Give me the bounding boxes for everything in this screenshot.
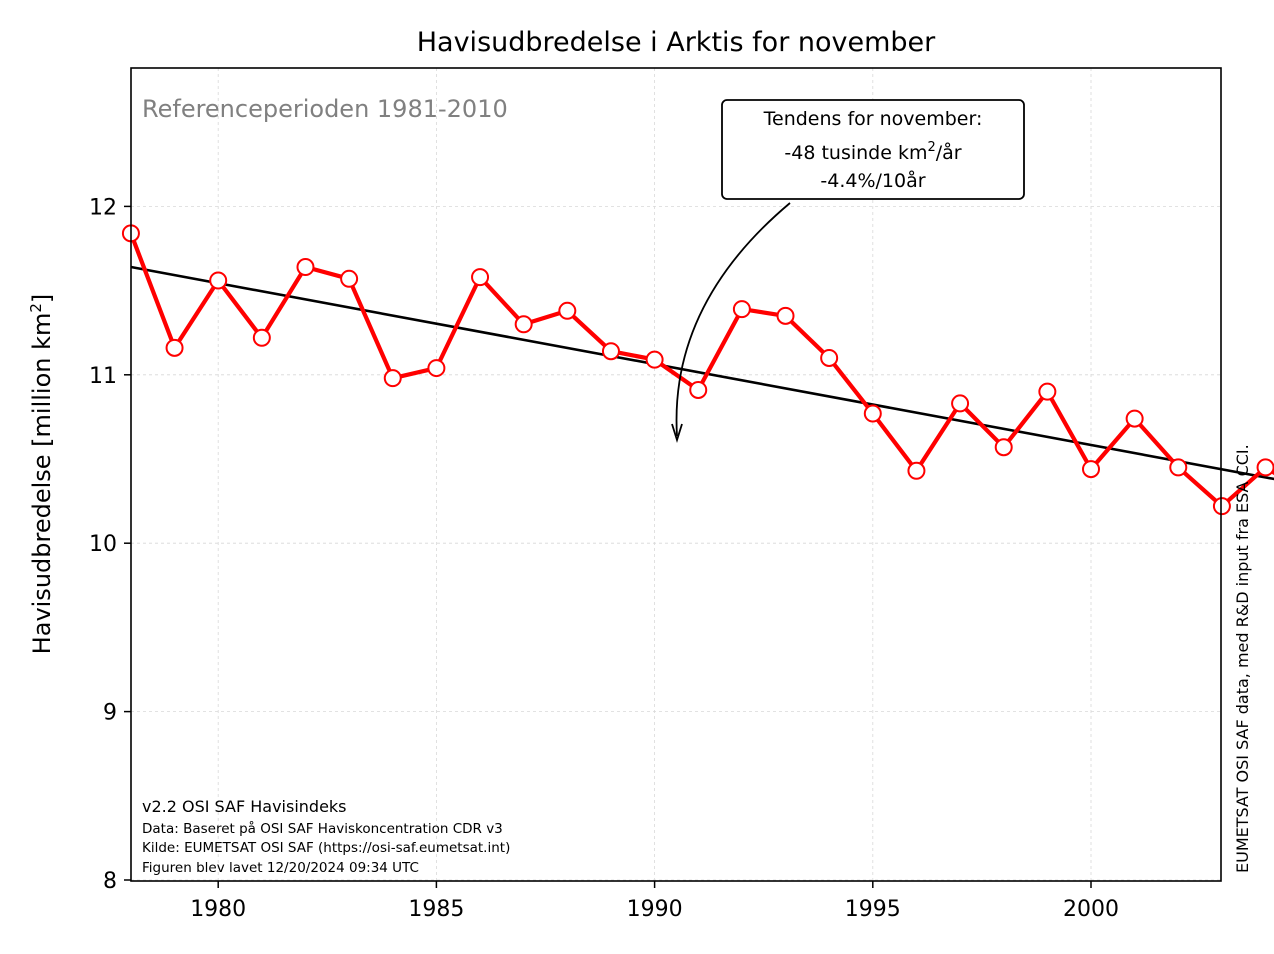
data-point <box>252 328 271 347</box>
data-point <box>1212 497 1231 516</box>
y-axis-label-end: ] <box>28 294 56 303</box>
data-point <box>907 461 926 480</box>
data-point <box>471 268 490 287</box>
x-tick-label: 1990 <box>627 897 683 922</box>
data-point <box>863 404 882 423</box>
y-axis-label-main: Havisudbredelse [million km <box>28 313 56 655</box>
data-point <box>1082 460 1100 479</box>
x-tick-label: 1995 <box>845 897 901 922</box>
x-tick-label: 1980 <box>190 897 246 922</box>
data-point <box>732 300 751 319</box>
footer-line-3: Kilde: EUMETSAT OSI SAF (https://osi-saf… <box>142 840 510 856</box>
data-point <box>558 301 577 320</box>
data-point <box>383 369 402 388</box>
data-point <box>689 380 708 399</box>
annotation-line-2-main: -48 tusinde km <box>784 142 927 164</box>
annotation-line-1: Tendens for november: <box>763 108 983 130</box>
annotation-arrow <box>675 202 791 437</box>
data-point <box>1038 382 1057 401</box>
data-point <box>601 342 620 361</box>
data-point <box>820 348 839 367</box>
annotation-line-2-superscript: 2 <box>927 140 935 155</box>
trend-line <box>130 265 1274 481</box>
footer-line-2: Data: Baseret på OSI SAF Haviskoncentrat… <box>142 820 503 837</box>
annotation-arrow-head <box>671 423 683 444</box>
data-point <box>951 394 970 413</box>
y-tick-label: 10 <box>89 532 117 557</box>
y-tick-label: 12 <box>89 195 117 220</box>
annotation-line-2-end: /år <box>936 141 962 164</box>
annotation-box <box>721 99 1025 200</box>
x-tick-label: 2000 <box>1063 897 1119 922</box>
trend-annotation: Tendens for november: -48 tusinde km2/år… <box>671 99 1025 444</box>
data-point <box>645 350 664 369</box>
side-credit-text: EUMETSAT OSI SAF data, med R&D input fra… <box>1233 444 1252 873</box>
data-point <box>1169 458 1188 477</box>
grid <box>131 68 1221 881</box>
y-tick-label: 11 <box>89 364 117 389</box>
axis-ticks: 1980198519901995200020052010201520202025… <box>89 195 1119 922</box>
footer-line-1: v2.2 OSI SAF Havisindeks <box>142 797 347 816</box>
reference-period-text: Referenceperioden 1981-2010 <box>142 95 508 123</box>
footer-line-4: Figuren blev lavet 12/20/2024 09:34 UTC <box>142 860 419 876</box>
data-point <box>296 258 315 277</box>
chart-title: Havisudbredelse i Arktis for november <box>417 27 936 58</box>
y-tick-label: 9 <box>103 701 117 726</box>
data-point <box>340 269 359 288</box>
series-layer <box>121 224 1274 516</box>
y-axis-label-superscript: 2 <box>27 303 45 313</box>
trend-layer <box>130 265 1274 481</box>
annotation-line-3: -4.4%/10år <box>820 169 925 192</box>
data-point <box>1256 458 1274 477</box>
y-tick-label: 8 <box>103 869 117 894</box>
data-point <box>994 438 1013 457</box>
data-point <box>514 315 533 334</box>
plot-frame <box>130 67 1222 882</box>
data-point <box>209 271 228 290</box>
x-tick-label: 1985 <box>408 897 464 922</box>
data-point <box>165 338 184 357</box>
y-axis-label: Havisudbredelse [million km2] <box>27 294 56 655</box>
data-point <box>427 359 446 378</box>
data-point <box>1125 409 1144 428</box>
footer-notes: v2.2 OSI SAF Havisindeks Data: Baseret p… <box>142 797 510 876</box>
annotation-line-2: -48 tusinde km2/år <box>784 140 961 164</box>
data-point <box>776 306 795 325</box>
